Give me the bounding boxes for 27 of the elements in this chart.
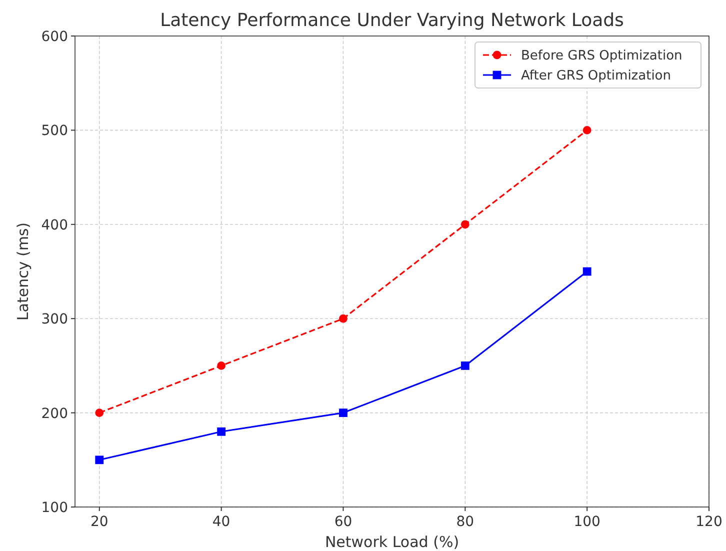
y-tick-label: 500 — [41, 123, 68, 140]
x-tick-label: 80 — [456, 514, 474, 530]
x-tick-label: 20 — [90, 514, 108, 530]
legend-label: After GRS Optimization — [521, 68, 672, 84]
x-tick-label: 40 — [212, 514, 230, 530]
x-tick-label: 100 — [574, 514, 600, 530]
point — [582, 267, 592, 276]
y-tick-label: 100 — [41, 500, 68, 516]
x-tick-label: 120 — [696, 514, 722, 530]
point — [217, 427, 226, 436]
legend-label: Before GRS Optimization — [521, 48, 682, 64]
point — [217, 362, 226, 370]
point — [460, 362, 470, 370]
y-tick-label: 300 — [41, 312, 68, 328]
x-tick-label: 60 — [334, 514, 352, 530]
point — [95, 408, 104, 417]
point — [95, 456, 104, 464]
y-tick-label: 200 — [41, 406, 68, 422]
point — [582, 126, 592, 134]
chart-title: Latency Performance Under Varying Network Loads — [160, 10, 624, 31]
y-tick-label: 600 — [41, 29, 68, 45]
y-axis-title: Latency (ms) — [14, 222, 32, 321]
x-axis-title: Network Load (%) — [324, 533, 460, 551]
point — [339, 314, 348, 323]
point — [460, 220, 470, 229]
point — [339, 408, 348, 417]
y-tick-label: 400 — [41, 217, 68, 234]
